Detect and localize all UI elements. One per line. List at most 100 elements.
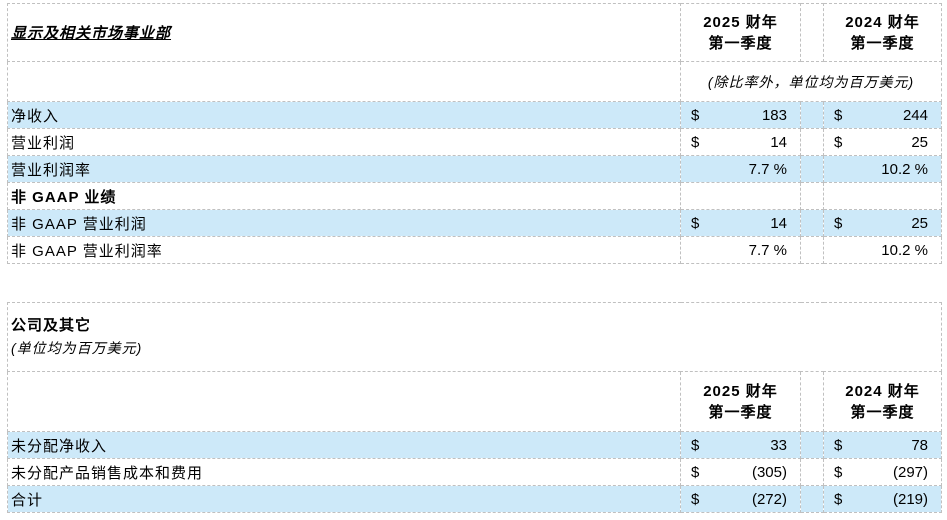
value-text: 25	[911, 214, 928, 232]
value-2024: $78	[822, 431, 943, 459]
table-row: 营业利润率 7.7 % 10.2 %	[7, 155, 942, 183]
value-2024: $ (219)	[822, 485, 943, 513]
col-header-fy2024-line2: 第一季度	[850, 34, 915, 52]
col-header-fy2025: 2025 财年 第一季度	[680, 3, 801, 62]
currency-symbol: $	[834, 133, 843, 151]
currency-symbol: $	[691, 106, 700, 124]
col-header-fy2025-line2: 第一季度	[708, 403, 773, 421]
value-text: 183	[761, 106, 787, 124]
value-2024: 10.2 %	[823, 155, 942, 183]
col-header-fy2024: 2024 财年 第一季度	[822, 371, 943, 432]
value-2024: $ (297)	[822, 458, 943, 486]
row-label: 未分配产品销售成本和费用	[7, 458, 681, 486]
value-2025	[680, 182, 801, 210]
currency-symbol: $	[691, 214, 700, 232]
spacer-cell	[800, 101, 824, 129]
spacer-cell	[800, 236, 824, 264]
col-header-fy2024: 2024 财年 第一季度	[823, 3, 942, 62]
currency-symbol: $	[691, 436, 700, 454]
currency-symbol: $	[834, 436, 843, 454]
row-label: 非 GAAP 营业利润	[7, 209, 681, 237]
value-text: 244	[902, 106, 928, 124]
empty-cell	[7, 371, 681, 432]
table-row: 未分配净收入 $33 $78	[7, 431, 943, 459]
value-text: (219)	[892, 490, 929, 508]
value-text: (305)	[751, 463, 787, 481]
table2-header-row: 2025 财年 第一季度 2024 财年 第一季度	[7, 371, 943, 432]
value-text: 7.7 %	[748, 241, 787, 259]
table-row: 净收入 $183 $244	[7, 101, 942, 129]
table-row: 非 GAAP 营业利润率 7.7 % 10.2 %	[7, 236, 942, 264]
value-2024	[823, 182, 942, 210]
table1-header-row: 显示及相关市场事业部 2025 财年 第一季度 2024 财年 第一季度	[7, 3, 942, 62]
table-row: 营业利润 $14 $25	[7, 128, 942, 156]
spacer-cell	[800, 431, 824, 459]
col-header-fy2025-line2: 第一季度	[708, 34, 773, 52]
value-text: 25	[911, 133, 928, 151]
value-text: 7.7 %	[748, 160, 787, 178]
currency-symbol: $	[691, 490, 700, 508]
spacer-cell	[800, 458, 824, 486]
value-2025: $ (272)	[680, 485, 801, 513]
currency-symbol: $	[691, 463, 700, 481]
row-label: 营业利润	[7, 128, 681, 156]
row-label: 合计	[7, 485, 681, 513]
value-text: 10.2 %	[881, 160, 928, 178]
value-2024: 10.2 %	[823, 236, 942, 264]
table2-title: 公司及其它	[11, 317, 92, 334]
value-text: 33	[770, 436, 787, 454]
col-header-fy2024-line1: 2024 财年	[845, 13, 920, 31]
value-2024: $25	[823, 209, 942, 237]
value-2025: $183	[680, 101, 801, 129]
spacer-cell	[800, 485, 824, 513]
spacer-cell	[800, 209, 824, 237]
col-header-fy2024-line1: 2024 财年	[845, 382, 920, 400]
row-label: 未分配净收入	[7, 431, 681, 459]
value-text: (297)	[892, 463, 929, 481]
col-header-fy2025: 2025 财年 第一季度	[680, 371, 801, 432]
value-2024: $244	[823, 101, 942, 129]
value-2025: 7.7 %	[680, 155, 801, 183]
empty-cell	[7, 61, 681, 102]
value-text: 14	[770, 214, 787, 232]
table-row: 合计 $ (272) $ (219)	[7, 485, 943, 513]
value-2025: $33	[680, 431, 801, 459]
row-label: 营业利润率	[7, 155, 681, 183]
value-2025: 7.7 %	[680, 236, 801, 264]
table2-title-row: 公司及其它 (单位均为百万美元)	[6, 302, 943, 372]
units-note: (除比率外，单位均为百万美元)	[680, 61, 942, 102]
display-segment-table: 显示及相关市场事业部 2025 财年 第一季度 2024 财年 第一季度 (除比…	[7, 3, 942, 264]
value-2025: $ (305)	[680, 458, 801, 486]
currency-symbol: $	[834, 463, 843, 481]
currency-symbol: $	[691, 133, 700, 151]
currency-symbol: $	[834, 106, 843, 124]
table-row: 非 GAAP 业绩	[7, 182, 942, 210]
table1-note-row: (除比率外，单位均为百万美元)	[7, 61, 942, 102]
col-header-fy2025-line1: 2025 财年	[703, 382, 778, 400]
col-header-fy2025-line1: 2025 财年	[703, 13, 778, 31]
value-text: 10.2 %	[881, 241, 928, 259]
table-row: 未分配产品销售成本和费用 $ (305) $ (297)	[7, 458, 943, 486]
value-text: 78	[911, 436, 929, 454]
spacer-cell	[800, 371, 824, 432]
corporate-other-table: 公司及其它 (单位均为百万美元) 2025 财年 第一季度 2024 财年 第一…	[6, 302, 943, 513]
value-text: (272)	[751, 490, 787, 508]
value-2025: $14	[680, 128, 801, 156]
col-header-fy2024-line2: 第一季度	[850, 403, 915, 421]
value-2025: $14	[680, 209, 801, 237]
table1-title: 显示及相关市场事业部	[7, 3, 681, 62]
table-row: 非 GAAP 营业利润 $14 $25	[7, 209, 942, 237]
currency-symbol: $	[834, 214, 843, 232]
spacer-cell	[800, 182, 824, 210]
row-label: 非 GAAP 营业利润率	[7, 236, 681, 264]
value-text: 14	[770, 133, 787, 151]
table2-title-cell: 公司及其它 (单位均为百万美元)	[6, 302, 943, 372]
row-label: 净收入	[7, 101, 681, 129]
value-2024: $25	[823, 128, 942, 156]
spacer-cell	[800, 128, 824, 156]
currency-symbol: $	[834, 490, 843, 508]
spacer-cell	[800, 155, 824, 183]
spacer-cell	[800, 3, 824, 62]
table2-subtitle: (单位均为百万美元)	[11, 340, 143, 356]
row-label: 非 GAAP 业绩	[7, 182, 681, 210]
